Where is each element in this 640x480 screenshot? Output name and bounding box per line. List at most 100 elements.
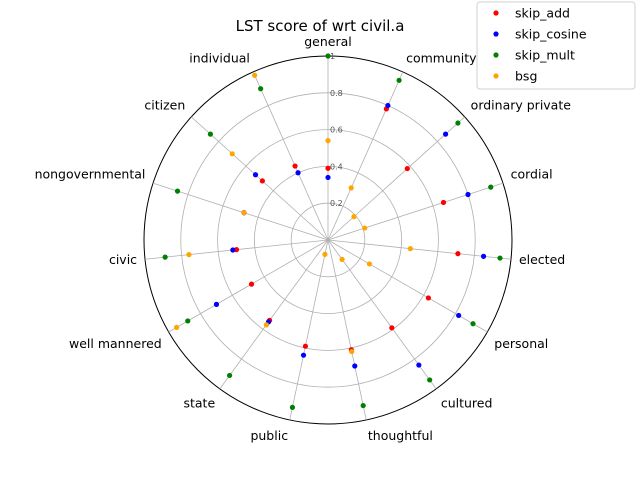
category-label: cordial xyxy=(511,167,553,182)
category-label: individual xyxy=(189,51,250,66)
chart-title: LST score of wrt civil.a xyxy=(236,17,405,35)
data-point-skip_cosine xyxy=(385,102,391,109)
data-point-skip_add xyxy=(389,325,395,331)
data-point-bsg xyxy=(325,138,331,144)
legend-frame xyxy=(476,1,636,90)
data-point-skip_cosine xyxy=(416,362,422,368)
category-label: ordinary private xyxy=(471,98,572,113)
data-point-skip_cosine xyxy=(456,312,462,319)
category-label: community xyxy=(406,51,477,66)
spoke-line xyxy=(289,239,329,421)
data-point-skip_cosine xyxy=(480,253,487,259)
data-point-skip_mult xyxy=(162,254,168,260)
data-point-skip_cosine xyxy=(213,301,220,307)
spoke-line xyxy=(327,182,504,241)
data-point-skip_add xyxy=(248,281,255,287)
legend-label: skip_mult xyxy=(515,48,575,63)
legend-label: skip_add xyxy=(515,6,570,21)
spoke-line xyxy=(327,239,367,421)
data-point-skip_cosine xyxy=(252,172,259,178)
data-point-skip_add xyxy=(425,295,431,301)
data-point-bsg xyxy=(348,185,354,191)
data-point-skip_add xyxy=(259,178,265,184)
category-label: thoughtful xyxy=(368,428,433,443)
data-point-skip_mult xyxy=(289,404,296,410)
legend-label: skip_cosine xyxy=(515,27,587,42)
data-point-bsg xyxy=(407,246,413,252)
legend-marker xyxy=(493,10,499,16)
data-point-bsg xyxy=(351,214,357,220)
data-point-bsg xyxy=(349,348,355,355)
legend-label: bsg xyxy=(515,69,537,84)
data-point-skip_mult xyxy=(360,402,366,409)
legend-marker xyxy=(493,31,499,37)
spoke-line xyxy=(327,116,466,241)
data-point-skip_mult xyxy=(488,184,494,190)
data-point-bsg xyxy=(229,151,235,157)
category-label: well mannered xyxy=(69,336,162,351)
data-point-skip_cosine xyxy=(442,131,449,137)
spoke-line xyxy=(168,239,329,333)
data-point-skip_add xyxy=(404,165,410,172)
data-point-skip_mult xyxy=(174,188,181,194)
data-point-skip_cosine xyxy=(295,170,301,176)
spoke-line xyxy=(327,239,512,260)
category-labels: general community ordinary private cordial e… xyxy=(35,34,572,443)
spoke-line xyxy=(327,71,404,241)
data-point-skip_mult xyxy=(207,131,214,137)
data-point-skip_mult xyxy=(258,86,264,92)
category-label: civic xyxy=(109,252,137,267)
data-point-skip_cosine xyxy=(230,247,236,253)
data-point-skip_mult xyxy=(427,377,433,383)
radar-grid: 0.2 0.4 0.6 0.8 1 xyxy=(143,52,513,425)
data-point-bsg xyxy=(322,251,328,257)
data-point-skip_mult xyxy=(396,77,402,83)
radial-tick-label: 1 xyxy=(330,52,335,61)
data-point-skip_add xyxy=(292,163,298,169)
spoke-line xyxy=(152,182,329,241)
data-point-bsg xyxy=(339,256,345,262)
data-point-skip_mult xyxy=(470,321,476,327)
data-point-skip_cosine xyxy=(300,352,307,358)
data-point-skip_cosine xyxy=(465,191,471,198)
data-point-skip_mult xyxy=(226,372,233,379)
data-point-skip_add xyxy=(302,343,309,349)
data-point-bsg xyxy=(174,324,180,330)
data-point-bsg xyxy=(263,322,269,328)
spoke-line xyxy=(252,71,329,241)
data-point-bsg xyxy=(252,72,258,78)
category-label: personal xyxy=(494,336,548,351)
category-label: state xyxy=(183,395,215,410)
spoke-line xyxy=(190,116,329,241)
radial-tick-label: 0.6 xyxy=(330,126,343,135)
spoke-line xyxy=(219,239,329,390)
category-label: elected xyxy=(519,252,565,267)
data-point-bsg xyxy=(186,252,192,258)
radial-tick-label: 0.2 xyxy=(330,199,343,208)
data-point-skip_add xyxy=(325,165,331,171)
data-point-skip_mult xyxy=(455,120,461,126)
data-point-skip_mult xyxy=(497,255,503,261)
data-point-skip_cosine xyxy=(352,363,358,369)
legend-marker xyxy=(493,73,499,79)
data-points xyxy=(162,53,503,410)
data-point-bsg xyxy=(241,210,247,216)
data-point-skip_mult xyxy=(185,318,191,324)
category-label: citizen xyxy=(144,98,185,113)
data-point-skip_add xyxy=(455,251,461,257)
data-point-bsg xyxy=(362,225,368,231)
data-point-skip_cosine xyxy=(325,174,331,181)
data-point-bsg xyxy=(366,261,373,267)
data-point-skip_add xyxy=(440,199,447,206)
legend-marker xyxy=(493,52,499,58)
data-point-skip_mult xyxy=(325,53,331,59)
spoke-line xyxy=(327,239,488,333)
category-label: general xyxy=(304,34,352,49)
radial-tick-label: 0.8 xyxy=(330,89,343,98)
category-label: cultured xyxy=(441,395,493,410)
category-label: public xyxy=(250,428,288,443)
category-label: nongovernmental xyxy=(35,167,146,182)
radial-tick-label: 0.4 xyxy=(330,162,343,171)
